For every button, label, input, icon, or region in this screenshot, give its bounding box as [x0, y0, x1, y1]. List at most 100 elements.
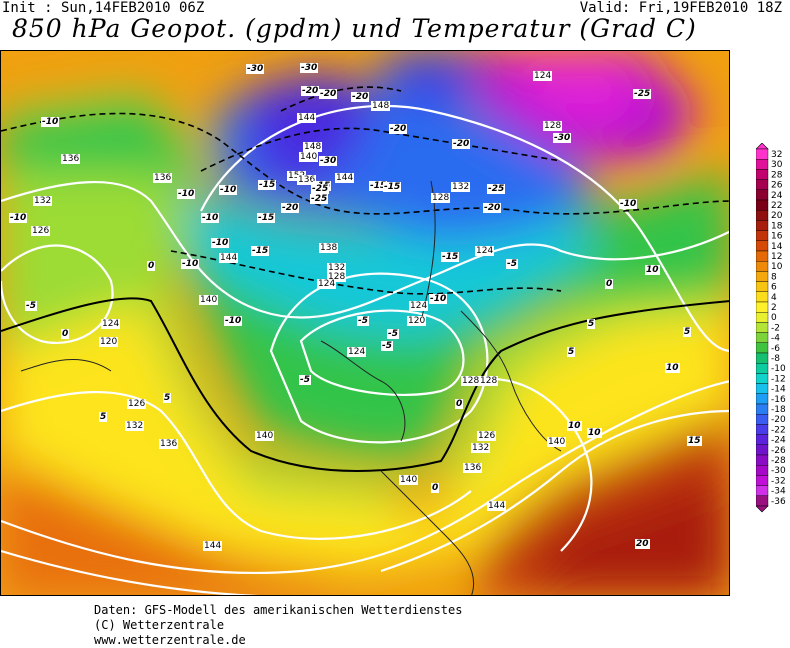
legend-swatch [756, 495, 769, 507]
legend-tick-label: 30 [771, 160, 783, 170]
legend-swatch [756, 179, 769, 190]
legend-swatch [756, 230, 769, 241]
legend-tick-label: 32 [771, 150, 782, 160]
temperature-label: 0 [61, 329, 70, 339]
legend-tick-label: 22 [771, 201, 782, 211]
geopotential-label: 148 [303, 142, 323, 152]
geopotential-label: 132 [33, 196, 53, 206]
weather-map: 136 136 132 126 124 120 126 132 136 140 144 140 144 1… [0, 50, 730, 596]
legend-tick-label: 14 [771, 242, 783, 252]
geopotential-label: 128 [431, 193, 451, 203]
legend-swatch [756, 342, 769, 354]
geopotential-label: 120 [99, 337, 119, 347]
legend-bottom-arrow [756, 505, 769, 513]
temperature-label: -15 [441, 252, 460, 262]
legend-tick-label: -24 [771, 436, 786, 446]
legend-tick-label: -10 [771, 364, 786, 374]
geopotential-label: 140 [199, 295, 219, 305]
legend-swatch [756, 485, 769, 497]
legend-tick-label: -28 [771, 456, 786, 466]
geopotential-label: 140 [299, 152, 319, 162]
geopotential-label: 140 [399, 475, 419, 485]
geopotential-label: 144 [297, 113, 317, 123]
geopotential-contours [1, 104, 729, 595]
temperature-label: 5 [163, 393, 172, 403]
legend-swatch [756, 393, 769, 405]
legend-swatch [756, 383, 769, 395]
legend-tick-label: -16 [771, 395, 786, 405]
geopotential-label: 144 [219, 253, 239, 263]
temperature-label: -5 [299, 375, 311, 385]
temperature-label: -10 [41, 117, 60, 127]
geopotential-label: 132 [451, 182, 471, 192]
geopotential-label: 136 [159, 439, 179, 449]
copyright: (C) Wetterzentrale [94, 618, 225, 632]
legend-tick-label: -26 [771, 446, 786, 456]
geopotential-label: 136 [463, 463, 483, 473]
temperature-label: -20 [301, 86, 320, 96]
temperature-label: 5 [587, 319, 596, 329]
legend-swatch [756, 209, 769, 221]
legend-tick-label: 0 [771, 313, 777, 323]
temperature-label: -10 [619, 199, 638, 209]
temperature-label: 10 [567, 421, 582, 431]
temperature-legend: 32 30 28 26 24 22 20 18 16 14 12 10 8 6 4 2 0 -2 -4 -6 -8 -10… [756, 143, 790, 513]
legend-tick-label: 20 [771, 211, 783, 221]
geopotential-label: 128 [461, 376, 481, 386]
legend-tick-label: 24 [771, 191, 783, 201]
legend-swatch [756, 271, 769, 282]
legend-tick-label: -8 [771, 354, 780, 364]
data-source: Daten: GFS-Modell des amerikanischen Wet… [94, 603, 463, 617]
geopotential-label: 126 [127, 399, 147, 409]
geopotential-label: 144 [487, 501, 507, 511]
geopotential-label: 136 [61, 154, 81, 164]
temperature-label: -30 [319, 156, 338, 166]
temperature-label: -10 [177, 189, 196, 199]
legend-swatch [756, 291, 769, 303]
legend-swatch [756, 260, 769, 272]
legend-swatch [756, 465, 769, 476]
temperature-label: -20 [351, 92, 370, 102]
legend-swatch [756, 475, 769, 486]
geopotential-label: 124 [101, 319, 121, 329]
geopotential-label: 132 [471, 443, 491, 453]
temperature-label: 10 [587, 428, 602, 438]
geopotential-label: 128 [327, 272, 347, 282]
legend-swatch [756, 169, 769, 180]
legend-swatch [756, 322, 769, 333]
legend-tick-label: -34 [771, 487, 786, 497]
legend-tick-label: 26 [771, 181, 783, 191]
temperature-label: -15 [251, 246, 270, 256]
temperature-label: -20 [319, 89, 338, 99]
temperature-label: -25 [310, 194, 329, 204]
legend-tick-label: 28 [771, 170, 783, 180]
legend-tick-label: -6 [771, 344, 780, 354]
legend-tick-label: 4 [771, 293, 777, 303]
footer-credits: Daten: GFS-Modell des amerikanischen Wet… [94, 603, 462, 648]
temperature-label: -20 [281, 203, 300, 213]
temperature-label: -5 [506, 259, 518, 269]
temperature-label: -15 [369, 181, 388, 191]
temperature-label: 10 [665, 363, 680, 373]
temperature-label: -20 [389, 124, 408, 134]
legend-tick-label: -14 [771, 385, 786, 395]
legend-tick-label: 10 [771, 262, 783, 272]
temperature-label: -15 [257, 213, 276, 223]
legend-tick-label: -36 [771, 497, 786, 507]
geopotential-label: 124 [347, 347, 367, 357]
website-link: www.wetterzentrale.de [94, 633, 246, 647]
temperature-label: -5 [387, 329, 399, 339]
geopotential-label: 138 [319, 243, 339, 253]
legend-swatch [756, 148, 769, 160]
legend-swatch [756, 220, 769, 231]
legend-tick-label: -30 [771, 466, 786, 476]
legend-swatch [756, 373, 769, 384]
temperature-label: -10 [9, 213, 28, 223]
geopotential-label: 124 [533, 71, 553, 81]
temperature-label: 5 [567, 347, 576, 357]
legend-swatch [756, 281, 769, 293]
legend-tick-label: -18 [771, 405, 786, 415]
temperature-label: -20 [483, 203, 502, 213]
legend-tick-label: 6 [771, 283, 777, 293]
temperature-label: -30 [246, 64, 265, 74]
